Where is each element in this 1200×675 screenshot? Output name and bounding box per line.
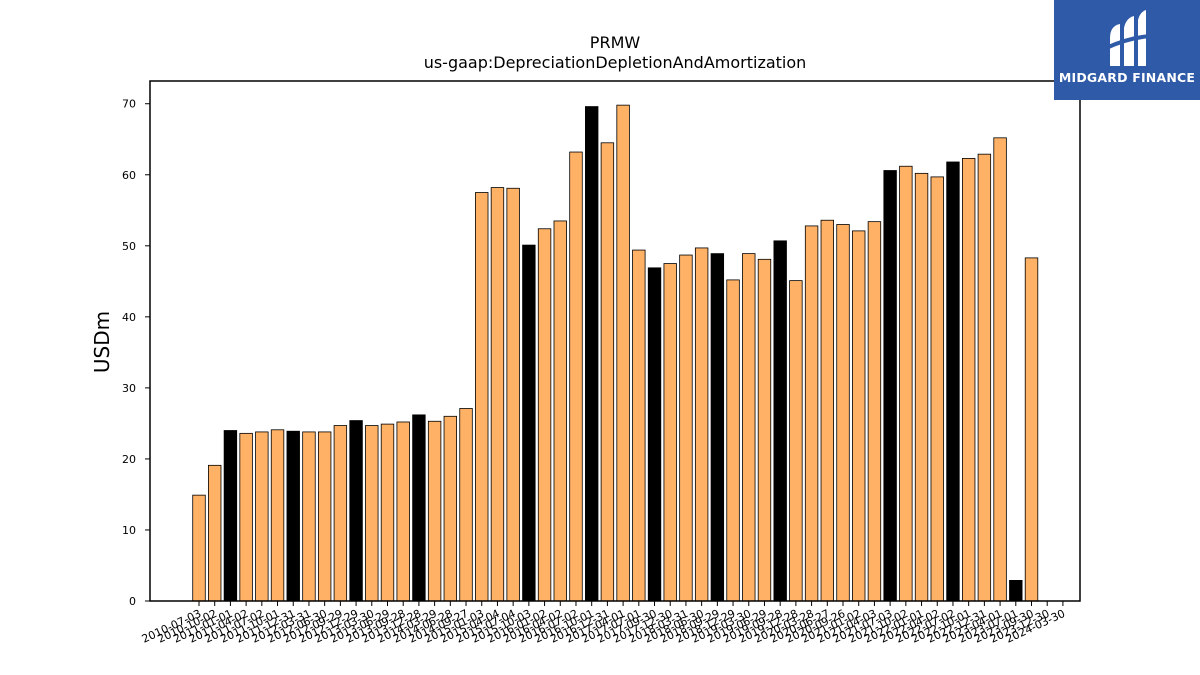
- bar-2023-07-01: [1009, 580, 1023, 602]
- bar-2022-07-02: [946, 161, 960, 602]
- bar-2012-06-30: [317, 431, 332, 602]
- bar-2013-09-28: [396, 421, 410, 602]
- bar-2011-10-01: [270, 429, 285, 602]
- bar-2014-09-27: [459, 408, 473, 602]
- chart-title: PRMW: [590, 33, 641, 52]
- bar-2015-10-03: [522, 244, 536, 602]
- bar-2012-12-29: [349, 420, 363, 602]
- bar-2016-12-31: [600, 142, 615, 602]
- plot-frame: [149, 80, 1081, 602]
- bar-2013-12-28: [412, 414, 426, 602]
- y-tick-label: 10: [122, 524, 136, 537]
- bar-2015-07-04: [506, 187, 520, 602]
- y-tick-label: 20: [122, 453, 136, 466]
- bar-2013-03-30: [365, 425, 379, 602]
- bars-group: [192, 104, 1039, 602]
- x-axis-ticks: 2010-07-032010-10-022011-01-012011-04-02…: [140, 601, 1067, 646]
- bar-2021-07-03: [883, 170, 897, 602]
- bar-2014-06-28: [443, 415, 458, 602]
- bar-2020-03-28: [804, 225, 819, 602]
- bar-2014-03-29: [427, 420, 442, 602]
- bar-2023-04-01: [993, 137, 1007, 602]
- bar-2016-04-02: [553, 220, 567, 602]
- bar-2011-04-02: [239, 432, 253, 602]
- bar-2019-06-29: [757, 258, 772, 602]
- y-axis-label: USDm: [90, 311, 114, 373]
- y-tick-label: 0: [129, 595, 136, 608]
- bar-2010-07-03: [192, 494, 206, 602]
- bar-2018-03-31: [679, 254, 693, 602]
- y-axis-ticks: 0 10 20 30 40 50 60 70: [122, 98, 150, 608]
- bar-2022-12-31: [977, 153, 992, 602]
- bar-2017-12-30: [663, 263, 677, 602]
- bar-2012-09-29: [333, 425, 348, 602]
- bar-2023-09-30: [1024, 257, 1039, 602]
- bar-2016-01-02: [537, 228, 552, 602]
- bar-2018-09-29: [710, 253, 725, 602]
- bar-2015-01-03: [475, 192, 489, 602]
- y-tick-label: 60: [122, 169, 136, 182]
- bar-2015-04-04: [490, 187, 505, 602]
- bar-2020-09-26: [836, 224, 850, 602]
- y-tick-label: 50: [122, 240, 136, 253]
- bar-2016-07-02: [569, 151, 583, 602]
- bar-2010-10-02: [208, 464, 222, 602]
- bar-2022-04-02: [930, 176, 944, 602]
- y-tick-label: 30: [122, 382, 136, 395]
- bar-2020-06-27: [820, 219, 834, 602]
- bar-2021-04-03: [867, 221, 882, 602]
- bar-2017-09-30: [647, 267, 662, 602]
- bar-2021-01-02: [852, 230, 866, 602]
- brand-logo-icon: [1105, 10, 1151, 66]
- bar-2022-10-01: [961, 158, 976, 602]
- y-tick-label: 40: [122, 311, 136, 324]
- bar-2016-10-01: [585, 106, 599, 602]
- bar-2017-07-01: [632, 249, 646, 602]
- bar-2013-06-29: [380, 423, 395, 602]
- bar-2011-12-31: [286, 430, 300, 602]
- y-tick-label: 70: [122, 98, 136, 111]
- brand-name: MIDGARD FINANCE: [1058, 70, 1196, 85]
- bar-2018-12-29: [726, 279, 740, 602]
- bar-2019-12-28: [789, 280, 803, 602]
- bar-2011-07-02: [255, 431, 269, 602]
- bar-2019-03-30: [742, 253, 756, 602]
- chart-subtitle: us-gaap:DepreciationDepletionAndAmortiza…: [424, 53, 807, 72]
- bar-2021-10-02: [899, 165, 913, 602]
- bar-2022-01-01: [914, 172, 929, 602]
- bar-2019-09-28: [773, 240, 787, 602]
- bar-2012-03-31: [302, 431, 316, 602]
- bar-2017-04-01: [616, 104, 630, 602]
- brand-logo: MIDGARD FINANCE: [1054, 0, 1200, 100]
- bar-2018-06-30: [694, 247, 709, 602]
- bar-2011-01-01: [223, 430, 238, 602]
